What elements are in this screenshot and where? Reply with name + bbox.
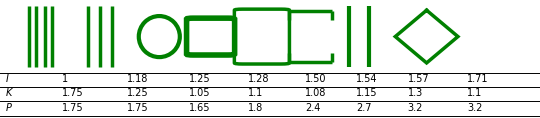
Text: 1.50: 1.50 — [305, 74, 327, 84]
Text: 1.3: 1.3 — [408, 88, 423, 98]
Text: 1.1: 1.1 — [248, 88, 264, 98]
Text: 3.2: 3.2 — [467, 103, 482, 113]
Text: 1.1: 1.1 — [467, 88, 482, 98]
Text: 2.7: 2.7 — [356, 103, 372, 113]
Text: 1: 1 — [62, 74, 68, 84]
Text: 1.75: 1.75 — [127, 103, 148, 113]
Text: 1.18: 1.18 — [127, 74, 148, 84]
Text: I: I — [5, 74, 8, 84]
Text: 1.75: 1.75 — [62, 88, 84, 98]
Text: 1.65: 1.65 — [189, 103, 211, 113]
Text: 1.08: 1.08 — [305, 88, 327, 98]
Text: 1.25: 1.25 — [127, 88, 148, 98]
Text: 1.54: 1.54 — [356, 74, 378, 84]
Text: 1.15: 1.15 — [356, 88, 378, 98]
Text: 1.28: 1.28 — [248, 74, 270, 84]
Text: P: P — [5, 103, 11, 113]
Text: 1.05: 1.05 — [189, 88, 211, 98]
Text: 2.4: 2.4 — [305, 103, 320, 113]
Text: K: K — [5, 88, 12, 98]
Text: 1.57: 1.57 — [408, 74, 429, 84]
Text: 1.25: 1.25 — [189, 74, 211, 84]
Text: 1.8: 1.8 — [248, 103, 264, 113]
Text: 1.71: 1.71 — [467, 74, 489, 84]
Text: 1.75: 1.75 — [62, 103, 84, 113]
Text: 3.2: 3.2 — [408, 103, 423, 113]
